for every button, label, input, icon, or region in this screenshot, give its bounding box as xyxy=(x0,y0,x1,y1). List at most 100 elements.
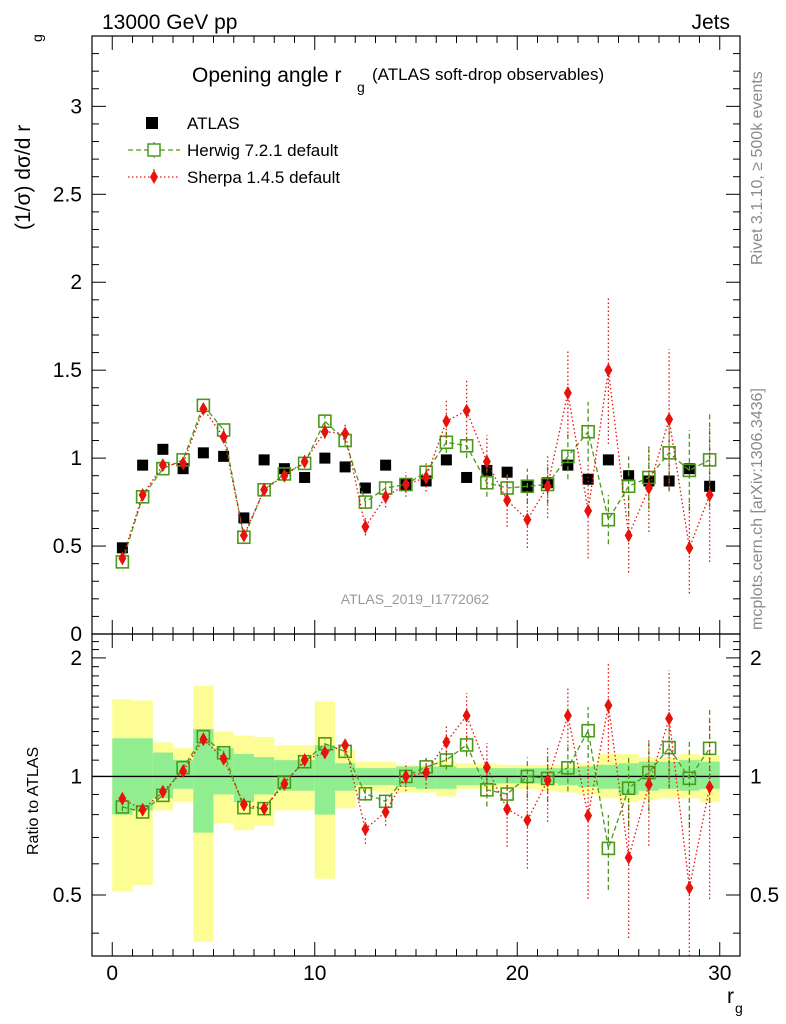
atlas-point xyxy=(562,459,574,471)
sherpa-point xyxy=(219,430,228,445)
sherpa-point xyxy=(179,764,188,779)
sherpa-point xyxy=(341,426,350,441)
x-tick-label: 10 xyxy=(303,962,326,985)
ratio-band-green xyxy=(233,754,254,803)
sherpa-point xyxy=(199,401,208,416)
sherpa-point xyxy=(239,797,248,812)
sherpa-point xyxy=(300,752,309,767)
sherpa-point xyxy=(260,801,269,816)
sherpa-point xyxy=(543,479,552,494)
herwig-point xyxy=(520,769,535,784)
sherpa-point xyxy=(482,454,491,469)
y-tick-label: 3 xyxy=(70,95,82,118)
sherpa-point xyxy=(260,482,269,497)
sherpa-point xyxy=(462,403,471,418)
chart-title-suffix: (ATLAS soft-drop observables) xyxy=(372,65,604,84)
herwig-point xyxy=(480,475,494,490)
sherpa-point xyxy=(523,512,532,527)
ratio-tick-label-right: 0.5 xyxy=(750,884,779,907)
sherpa-point xyxy=(685,540,694,555)
herwig-point xyxy=(439,435,454,450)
y-tick-label: 0.5 xyxy=(53,535,82,558)
sherpa-point xyxy=(118,791,127,806)
mcplots-label: mcplots.cern.ch [arXiv:1306.3436] xyxy=(749,388,766,630)
atlas-point xyxy=(116,542,128,554)
ratio-tick-label: 1 xyxy=(70,765,82,788)
atlas-point xyxy=(380,459,392,471)
sherpa-point xyxy=(361,519,370,534)
herwig-point xyxy=(682,771,697,786)
x-axis-label-sub: g xyxy=(735,1000,743,1016)
sherpa-point xyxy=(563,708,572,723)
herwig-point xyxy=(500,787,514,801)
legend: ATLAS Herwig 7.2.1 default Sherpa 1.4.5 … xyxy=(128,114,340,187)
ratio-band-green xyxy=(254,757,275,795)
sherpa-point xyxy=(300,454,309,469)
sherpa-point xyxy=(320,745,329,760)
atlas-point xyxy=(704,480,716,492)
x-axis-label: r xyxy=(727,985,734,1008)
ratio-tick-label: 2 xyxy=(70,647,82,670)
herwig-point xyxy=(581,723,595,738)
sherpa-point xyxy=(422,765,431,780)
herwig-point xyxy=(358,495,373,509)
atlas-point xyxy=(258,454,270,466)
sherpa-point xyxy=(665,412,674,427)
ratio-tick-label: 0.5 xyxy=(53,884,82,907)
herwig-point xyxy=(581,424,595,439)
sherpa-point xyxy=(158,458,167,473)
sherpa-line-ratio xyxy=(122,705,711,888)
chart-title-sub: g xyxy=(357,79,365,95)
y-tick-label: 1 xyxy=(70,447,82,470)
sherpa-point xyxy=(462,708,471,723)
herwig-point xyxy=(358,786,373,801)
sherpa-point xyxy=(280,776,289,791)
atlas-point xyxy=(602,454,614,466)
legend-atlas-label: ATLAS xyxy=(187,114,240,133)
ratio-plot-frame xyxy=(91,633,741,957)
atlas-point xyxy=(359,482,371,494)
sherpa-point xyxy=(503,802,512,817)
sherpa-point xyxy=(503,493,512,508)
atlas-point xyxy=(440,454,452,466)
y-tick-label: 2 xyxy=(70,271,82,294)
sherpa-point xyxy=(584,503,593,518)
legend-atlas-marker xyxy=(146,117,158,129)
ratio-tick-label-right: 1 xyxy=(750,765,762,788)
ratio-band-green xyxy=(497,768,518,784)
y-axis-label-sub: g xyxy=(29,34,45,42)
sherpa-point xyxy=(138,488,147,503)
ratio-band-green xyxy=(314,745,335,815)
sherpa-point xyxy=(644,481,653,496)
herwig-point xyxy=(601,512,616,527)
y-tick-label: 0 xyxy=(70,623,82,646)
sherpa-point xyxy=(482,760,491,775)
sherpa-point xyxy=(138,802,147,817)
sherpa-point xyxy=(624,528,633,543)
atlas-point xyxy=(582,473,594,485)
atlas-point xyxy=(319,452,331,464)
y-axis-label: (1/σ) dσ/d r xyxy=(12,125,35,230)
sherpa-point xyxy=(320,424,329,439)
sherpa-point xyxy=(705,779,714,794)
ratio-band-green xyxy=(213,748,234,795)
sherpa-point xyxy=(644,777,653,792)
atlas-point xyxy=(218,450,230,462)
sherpa-point xyxy=(705,488,714,503)
x-tick-label: 0 xyxy=(106,962,118,985)
legend-sherpa-label: Sherpa 1.4.5 default xyxy=(187,168,340,187)
sherpa-point xyxy=(341,738,350,753)
herwig-point xyxy=(621,479,636,494)
sherpa-point xyxy=(523,813,532,828)
legend-herwig-label: Herwig 7.2.1 default xyxy=(187,141,338,160)
sherpa-point xyxy=(442,735,451,750)
ratio-y-label: Ratio to ATLAS xyxy=(25,747,42,855)
sherpa-point xyxy=(543,773,552,788)
legend-sherpa-marker xyxy=(150,170,158,184)
herwig-point xyxy=(682,463,697,478)
atlas-point xyxy=(157,443,169,455)
sherpa-point xyxy=(422,470,431,485)
sherpa-point xyxy=(381,804,390,819)
atlas-point xyxy=(238,512,250,524)
sherpa-point xyxy=(604,698,613,713)
